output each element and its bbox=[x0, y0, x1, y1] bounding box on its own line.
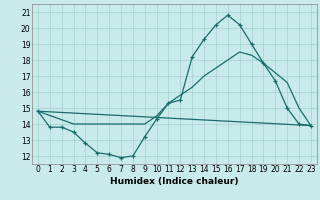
X-axis label: Humidex (Indice chaleur): Humidex (Indice chaleur) bbox=[110, 177, 239, 186]
